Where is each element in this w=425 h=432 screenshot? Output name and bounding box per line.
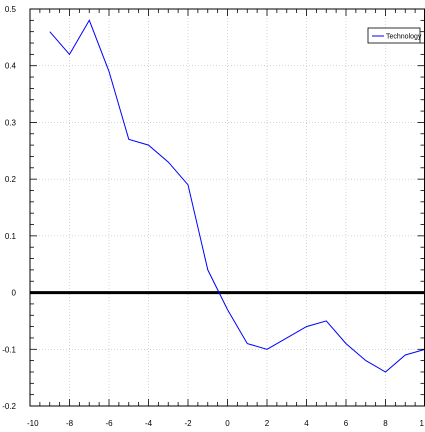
x-tick-label: 4 xyxy=(304,419,309,428)
x-tick-label: -10 xyxy=(27,419,39,428)
legend: Technology xyxy=(367,27,422,44)
legend-box xyxy=(367,27,421,44)
y-tick-label: -0.1 xyxy=(2,345,16,354)
x-tick-label: -8 xyxy=(66,419,74,428)
x-tick-labels: -10 -8 -6 -4 -2 0 2 4 6 8 1 xyxy=(27,419,425,428)
legend-label-technology: Technology xyxy=(386,34,422,41)
series-layer xyxy=(49,19,425,373)
x-tick-label: 8 xyxy=(383,419,388,428)
y-tick-labels: -0.2 -0.1 0 0.1 0.2 0.3 0.4 0.5 xyxy=(2,5,16,411)
x-tick-label: -6 xyxy=(105,419,113,428)
x-tick-label: 0 xyxy=(225,419,230,428)
x-tick-label: -4 xyxy=(145,419,153,428)
series-line-technology xyxy=(49,19,425,373)
y-tick-label: 0.4 xyxy=(5,62,17,71)
y-tick-label: 0.1 xyxy=(5,232,17,241)
y-tick-label: 0.3 xyxy=(5,118,17,127)
x-tick-label: 6 xyxy=(344,419,349,428)
x-tick-label: -2 xyxy=(184,419,192,428)
y-tick-label: -0.2 xyxy=(2,402,16,411)
x-tick-label: 2 xyxy=(265,419,270,428)
y-tick-label: 0 xyxy=(12,289,17,298)
y-tick-label: 0.2 xyxy=(5,175,17,184)
y-tick-label: 0.5 xyxy=(5,5,17,14)
axis-ticks xyxy=(29,8,425,407)
grid-lines xyxy=(30,9,425,406)
x-tick-label: 1 xyxy=(420,419,425,428)
